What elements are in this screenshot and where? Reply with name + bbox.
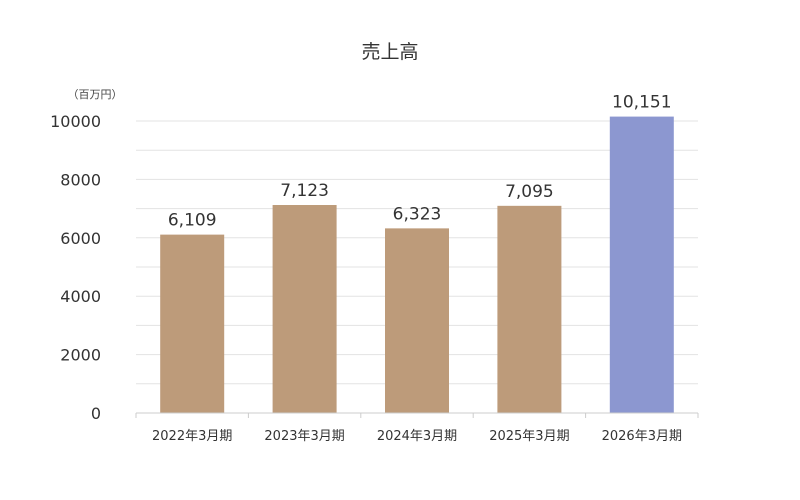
axes (135, 412, 699, 418)
y-tick-label: 0 (91, 404, 101, 423)
data-label: 7,123 (280, 181, 329, 201)
y-tick-label: 6000 (60, 229, 101, 248)
data-label: 7,095 (505, 182, 554, 202)
x-tick-label: 2022年3月期 (152, 429, 232, 444)
y-tick-label: 10000 (50, 112, 101, 131)
x-tick-label: 2025年3月期 (489, 429, 569, 444)
data-label: 6,109 (168, 211, 217, 231)
x-tick-label: 2024年3月期 (377, 429, 457, 444)
y-tick-labels: 0 2000 4000 6000 8000 10000 (50, 112, 101, 423)
bar (272, 205, 337, 413)
data-label: 6,323 (393, 204, 442, 224)
bar (385, 228, 449, 413)
x-tick-labels: 2022年3月期 2023年3月期 2024年3月期 2025年3月期 2026年3月期 (152, 429, 682, 444)
chart-title: 売上高 (361, 41, 418, 63)
data-label: 10,151 (612, 93, 671, 113)
bars (160, 116, 674, 414)
x-tick-label: 2026年3月期 (602, 429, 682, 444)
data-labels: 6,109 7,123 6,323 7,095 10,151 (168, 93, 672, 231)
bar (609, 116, 674, 414)
y-tick-label: 4000 (60, 287, 101, 306)
y-tick-label: 8000 (60, 170, 101, 189)
y-tick-label: 2000 (60, 346, 101, 365)
x-tick-label: 2023年3月期 (264, 429, 344, 444)
y-unit-label: （百万円） (68, 88, 123, 101)
bar (497, 205, 562, 413)
bar (160, 234, 225, 413)
